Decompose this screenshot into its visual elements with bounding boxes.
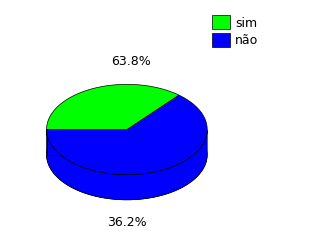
Polygon shape [46,96,207,175]
Polygon shape [46,85,179,130]
Text: 36.2%: 36.2% [107,215,147,228]
Polygon shape [46,130,127,155]
FancyBboxPatch shape [212,34,230,48]
FancyBboxPatch shape [212,16,230,30]
Text: sim: sim [235,17,257,30]
Text: 63.8%: 63.8% [111,54,151,68]
Polygon shape [46,130,207,200]
Text: não: não [235,34,258,47]
